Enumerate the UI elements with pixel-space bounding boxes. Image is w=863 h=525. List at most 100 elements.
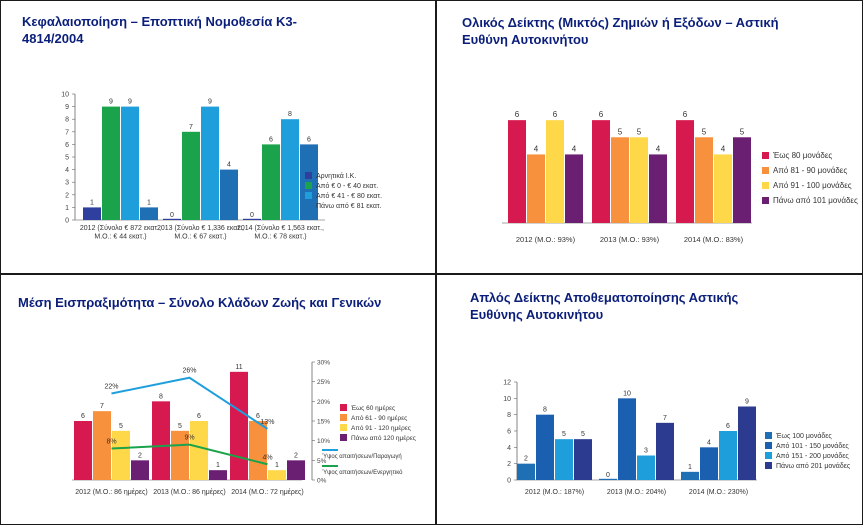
legend-label: Πάνω από € 81 εκατ. (316, 202, 382, 210)
data-label: 1 (216, 462, 220, 469)
bar (719, 431, 737, 480)
legend-swatch (765, 442, 772, 449)
legend-label: Από 61 - 90 ημέρες (351, 414, 407, 422)
bar (201, 106, 219, 220)
y-tick-label: 2 (65, 192, 69, 199)
series-line (111, 376, 269, 430)
bar (243, 218, 261, 220)
chart-title-collectability: Μέση Εισπραξιμότητα – Σύνολο Κλάδων Ζωής… (18, 295, 382, 310)
legend-label: Από 151 - 200 μονάδες (776, 452, 849, 460)
bar (574, 439, 592, 480)
bar (700, 447, 718, 480)
legend-label: Πάνω από 201 μονάδες (776, 462, 851, 470)
data-label: 5 (618, 127, 623, 136)
x-tick-label: Μ.Ο.: € 78 εκατ.) (254, 234, 306, 241)
bar (74, 421, 92, 480)
bar (681, 471, 699, 480)
x-tick-label: 2012 (Σύνολο € 872 εκατ., (80, 224, 161, 232)
bar (527, 154, 545, 223)
data-label: 4 (572, 144, 577, 153)
x-tick-label: 2012 (Μ.Ο.: 93%) (516, 235, 576, 244)
data-label: 6 (256, 413, 260, 420)
bar (599, 478, 617, 480)
legend-swatch (762, 182, 769, 189)
y-tick-label: 4 (65, 167, 69, 174)
divider-horizontal (0, 273, 863, 275)
legend-label: Από € 41 - € 80 εκατ. (316, 192, 382, 200)
bar (268, 470, 286, 480)
bar (517, 463, 535, 480)
data-label: 0 (170, 212, 174, 219)
bar (630, 137, 648, 223)
data-label: 5 (581, 431, 585, 438)
x-tick-label: Μ.Ο.: € 67 εκατ.) (174, 234, 226, 241)
bar (102, 106, 120, 220)
y2-tick-label: 15% (317, 419, 330, 426)
bar (182, 131, 200, 220)
bar (209, 470, 227, 480)
legend-label: Έως 80 μονάδες (772, 151, 832, 160)
bar (656, 422, 674, 480)
line-data-label: 4% (262, 454, 272, 461)
y-tick-label: 10 (61, 92, 69, 99)
chart-collectability: 0% 5% 10% 15% 20% 25% 30% 6 7 5 2 2012 (Μ.Ο.: 86 ημ… (72, 360, 416, 496)
data-label: 5 (119, 423, 123, 430)
y-tick-label: 0 (65, 218, 69, 225)
y2-tick-label: 25% (317, 379, 330, 386)
bar (592, 120, 610, 223)
x-tick-label: 2014 (Μ.Ο.: 230%) (689, 489, 748, 496)
y-tick-label: 10 (503, 396, 511, 403)
x-tick-label: 2014 (Σύνολο € 1,563 εκατ., (237, 224, 324, 232)
data-label: 6 (599, 110, 604, 119)
y2-tick-label: 10% (317, 438, 330, 445)
data-label: 1 (90, 199, 94, 206)
legend-label: Από 91 - 100 μονάδες (773, 181, 852, 190)
data-label: 5 (637, 127, 642, 136)
x-tick-label: 2012 (Μ.Ο.: 86 ημέρες) (75, 488, 148, 496)
legend-label: Αρνητικά Ι.Κ. (316, 172, 356, 180)
legend-swatch (762, 167, 769, 174)
data-label: 6 (683, 110, 688, 119)
bar (738, 406, 756, 480)
x-tick-label: 2014 (Μ.Ο.: 72 ημέρες) (231, 488, 304, 496)
bar (93, 411, 111, 480)
data-label: 0 (250, 212, 254, 219)
data-label: 8 (159, 393, 163, 400)
data-label: 11 (235, 364, 242, 371)
data-label: 6 (553, 110, 558, 119)
legend-swatch (765, 432, 772, 439)
x-tick-label: 2013 (Μ.Ο.: 86 ημέρες) (153, 488, 226, 496)
bar (733, 137, 751, 223)
y-tick-label: 6 (507, 429, 511, 436)
legend-label: Πάνω από 120 ημέρες (351, 434, 416, 442)
legend-swatch (340, 434, 347, 441)
data-label: 6 (197, 413, 201, 420)
data-label: 1 (688, 464, 692, 471)
bar (249, 421, 267, 480)
data-label: 6 (269, 136, 273, 143)
legend-label: Από 91 - 120 ημέρες (351, 424, 411, 432)
data-label: 9 (128, 99, 132, 106)
data-label: 5 (740, 127, 745, 136)
y2-tick-label: 20% (317, 399, 330, 406)
legend-swatch (305, 172, 312, 179)
y-tick-label: 5 (65, 155, 69, 162)
bar (262, 144, 280, 220)
y-tick-label: 0 (507, 478, 511, 485)
chart-title-reserving: Απλός Δείκτης Αποθεματοποίησης Αστικής Ε… (470, 290, 739, 322)
data-label: 8 (543, 407, 547, 414)
legend-swatch (305, 182, 312, 189)
bar (611, 137, 629, 223)
y-tick-label: 6 (65, 142, 69, 149)
bar (637, 455, 655, 480)
y-tick-label: 4 (507, 445, 511, 452)
legend-label: Έως 60 ημέρες (350, 404, 395, 412)
data-label: 6 (81, 413, 85, 420)
bar (230, 371, 248, 480)
line-data-label: 8% (106, 439, 116, 446)
bar (220, 169, 238, 220)
bar (121, 106, 139, 220)
y-tick-label: 3 (65, 180, 69, 187)
data-label: 5 (178, 423, 182, 430)
data-label: 9 (208, 99, 212, 106)
